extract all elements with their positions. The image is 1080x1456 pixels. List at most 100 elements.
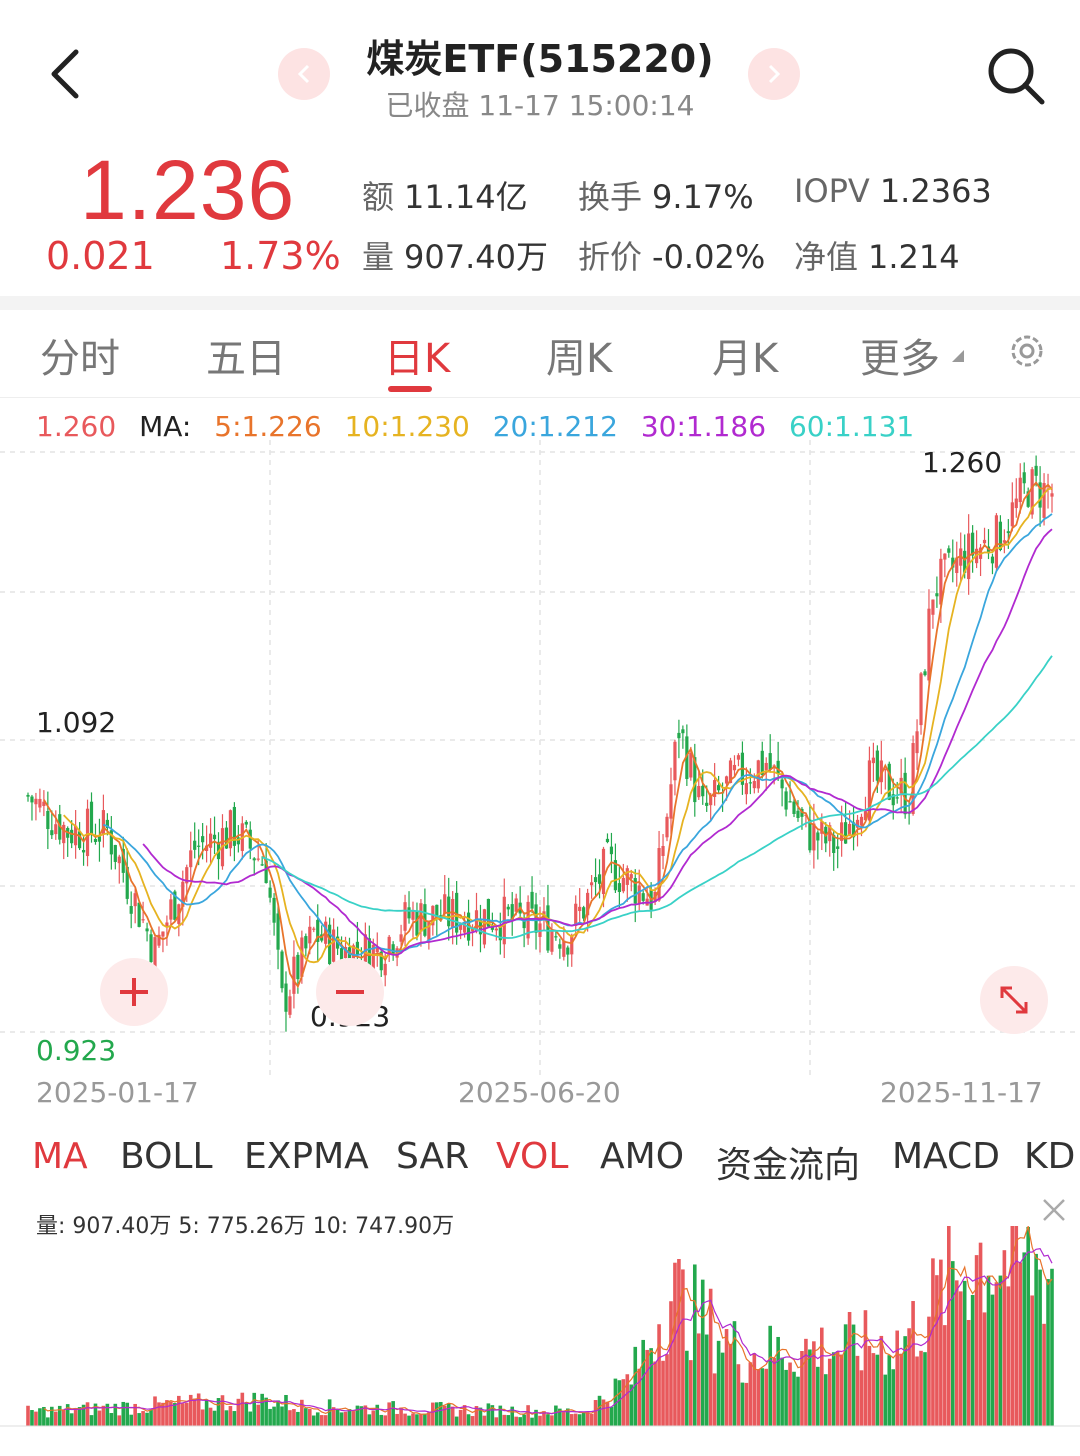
volume-bar (855, 1355, 860, 1426)
volume-bar (581, 1411, 586, 1426)
volume-bar (423, 1413, 427, 1426)
candle-body (669, 784, 673, 819)
volume-bar (669, 1301, 673, 1426)
gear-icon[interactable] (1006, 330, 1048, 372)
volume-chart[interactable] (0, 1226, 1080, 1436)
volume-bar (125, 1402, 130, 1426)
indicator-macd[interactable]: MACD (892, 1136, 1000, 1177)
back-button[interactable] (44, 44, 94, 104)
volume-bar (331, 1407, 336, 1426)
candle-body (621, 877, 625, 892)
indicator-boll[interactable]: BOLL (120, 1136, 213, 1177)
volume-bar (657, 1324, 661, 1426)
indicator-amo[interactable]: AMO (600, 1136, 685, 1177)
volume-bar (208, 1407, 213, 1426)
volume-bar (696, 1333, 701, 1426)
candle-body (272, 897, 276, 923)
volume-bar (804, 1338, 808, 1426)
candlestick-chart[interactable] (0, 440, 1080, 1080)
fullscreen-button[interactable] (980, 966, 1048, 1034)
volume-bar (248, 1411, 253, 1426)
volume-bar (871, 1353, 876, 1426)
volume-bar (478, 1407, 483, 1426)
candle-body (308, 926, 312, 944)
candle-body (931, 599, 935, 615)
candle-body (387, 936, 391, 955)
candle-body (677, 732, 681, 739)
candle-body (197, 845, 201, 847)
volume-bar (109, 1413, 114, 1426)
close-icon[interactable] (1040, 1196, 1068, 1224)
tab-daily-k[interactable]: 日K (384, 336, 451, 382)
volume-bar (788, 1362, 792, 1426)
volume-bar (970, 1294, 975, 1426)
candle-body (427, 921, 431, 941)
volume-bar (474, 1406, 479, 1426)
volume-bar (69, 1413, 74, 1426)
volume-bar (935, 1275, 939, 1426)
candle-body (752, 781, 756, 789)
candle-body (792, 801, 796, 814)
tab-more[interactable]: 更多 (860, 336, 940, 382)
volume-bar (641, 1339, 645, 1426)
volume-bar (53, 1411, 58, 1426)
volume-bar (891, 1369, 896, 1426)
volume-bar (395, 1413, 399, 1426)
volume-bar (419, 1413, 423, 1426)
indicator-kd[interactable]: KD (1024, 1136, 1076, 1177)
candle-body (875, 750, 879, 781)
volume-bar (177, 1395, 181, 1426)
volume-bar (81, 1404, 86, 1426)
indicator-sar[interactable]: SAR (396, 1136, 470, 1177)
indicator-vol[interactable]: VOL (496, 1136, 569, 1177)
volume-bar (204, 1399, 209, 1426)
candle-body (494, 928, 498, 931)
volume-bar (284, 1394, 288, 1426)
volume-bar (50, 1406, 54, 1426)
candle-body (50, 830, 54, 836)
candle-body (1022, 472, 1026, 484)
candle-body (728, 760, 733, 783)
volume-bar (506, 1415, 511, 1426)
tab-monthly-k[interactable]: 月K (712, 336, 779, 382)
volume-bar (188, 1394, 193, 1426)
candle-body (629, 874, 633, 879)
candle-body (574, 903, 578, 926)
candle-body (276, 913, 280, 950)
candle-body (895, 797, 899, 799)
volume-bar (911, 1301, 915, 1426)
tab-five-day[interactable]: 五日 (206, 336, 286, 382)
candle-body (760, 750, 764, 775)
volume-bar (216, 1398, 221, 1426)
candle-body (891, 794, 895, 806)
indicator-fund-flow[interactable]: 资金流向 (716, 1145, 861, 1186)
volume-bar (621, 1379, 626, 1426)
candle-body (586, 892, 590, 916)
volume-bar (268, 1408, 272, 1426)
tab-weekly-k[interactable]: 周K (546, 336, 613, 382)
candle-body (419, 903, 423, 932)
candle-body (1042, 483, 1046, 518)
zoom-in-button[interactable] (100, 958, 168, 1026)
indicator-expma[interactable]: EXPMA (244, 1136, 369, 1177)
zoom-out-button[interactable] (316, 958, 384, 1026)
volume-bar (835, 1351, 840, 1426)
volume-bar (716, 1340, 721, 1426)
indicator-ma[interactable]: MA (32, 1136, 88, 1177)
tab-intraday[interactable]: 分时 (40, 336, 120, 382)
volume-bar (633, 1346, 638, 1426)
high-price-label: 1.260 (922, 446, 1003, 479)
stat-volume: 量 907.40万 (362, 238, 548, 276)
candle-body (46, 810, 50, 830)
ma-legend: 1.260 MA: 5:1.226 10:1.230 20:1.212 30:1… (36, 410, 928, 443)
candle-body (30, 796, 34, 803)
candle-body (42, 801, 46, 807)
volume-bar (232, 1411, 237, 1426)
candle-body (300, 937, 304, 977)
volume-bar (1042, 1323, 1046, 1426)
next-stock-button[interactable] (748, 48, 800, 100)
search-button[interactable] (984, 44, 1048, 108)
previous-stock-button[interactable] (278, 48, 330, 100)
volume-bar (923, 1352, 927, 1426)
chevron-left-icon (51, 49, 79, 99)
